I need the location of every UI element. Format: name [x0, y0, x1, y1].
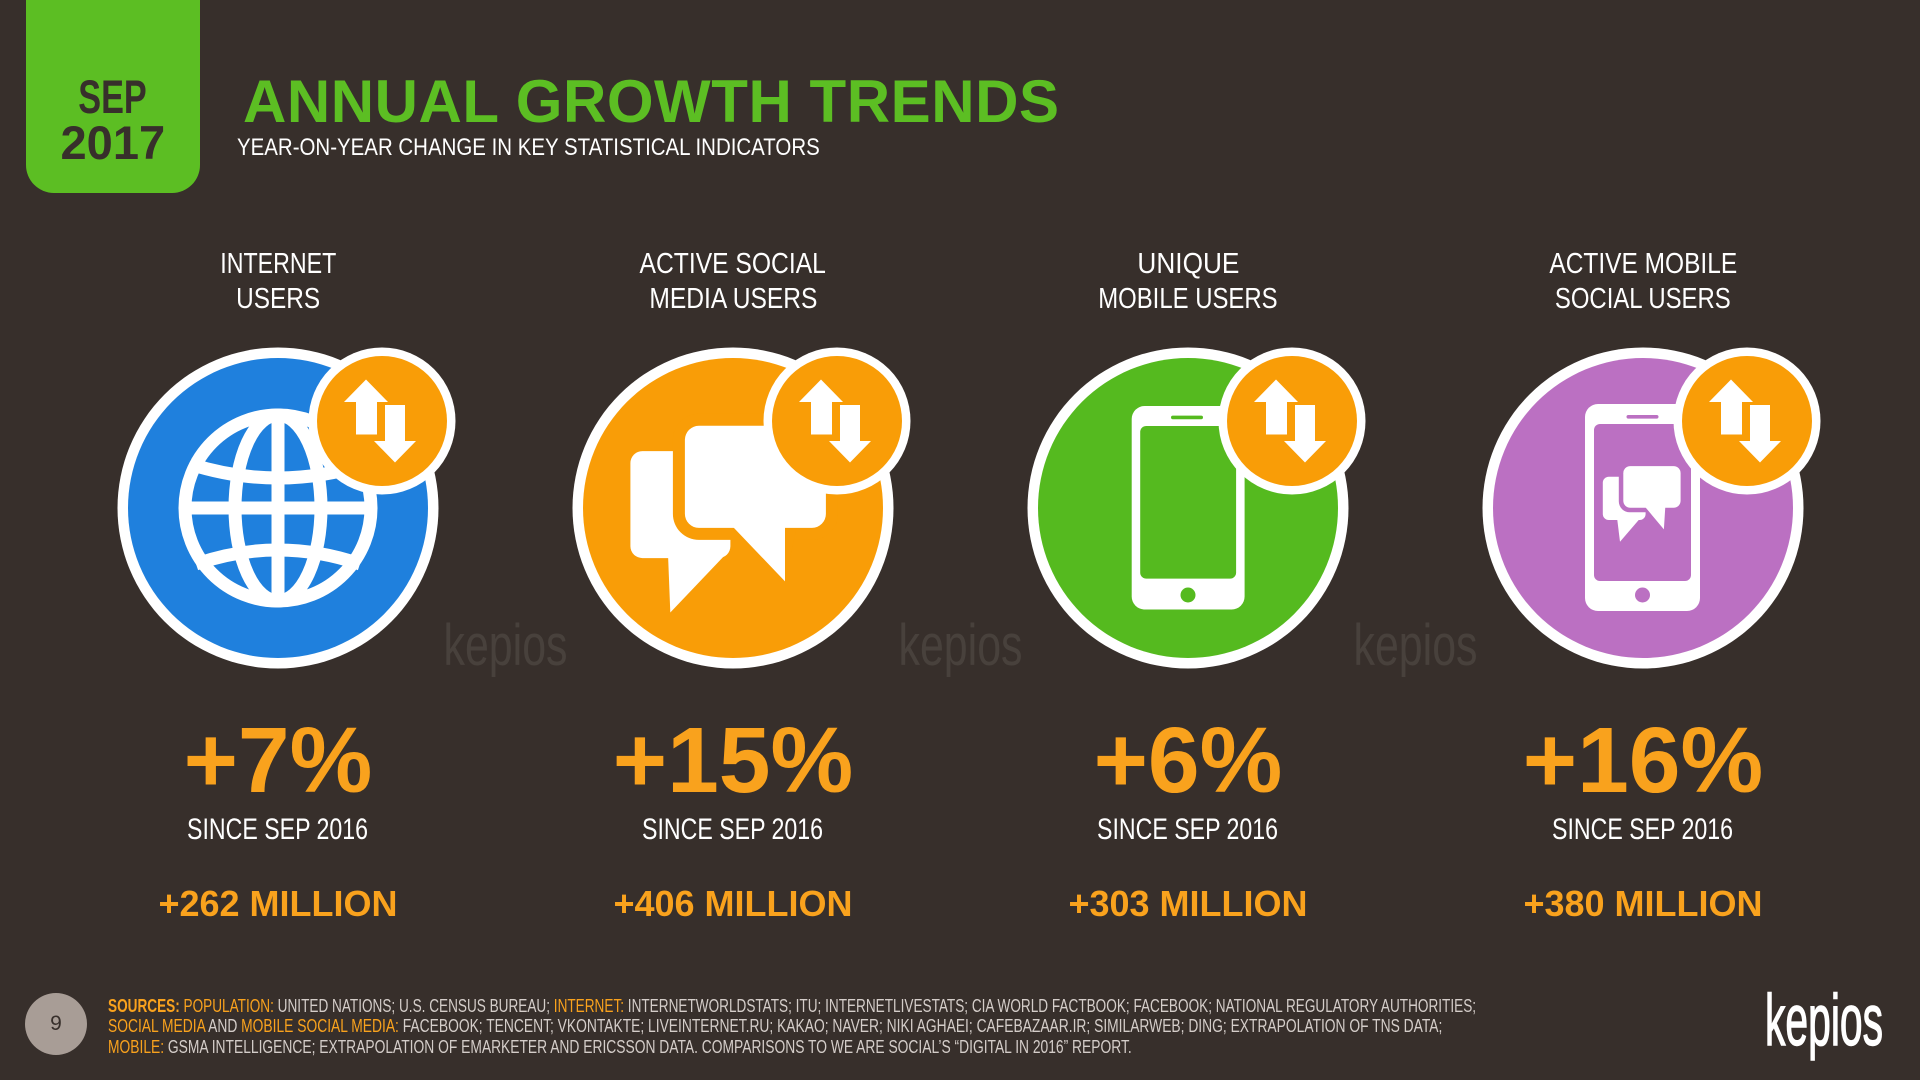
svg-text:kepios: kepios: [1765, 981, 1883, 1061]
svg-text:kepios: kepios: [444, 613, 568, 678]
svg-text:kepios: kepios: [1354, 613, 1478, 678]
svg-text:kepios: kepios: [899, 613, 1023, 678]
